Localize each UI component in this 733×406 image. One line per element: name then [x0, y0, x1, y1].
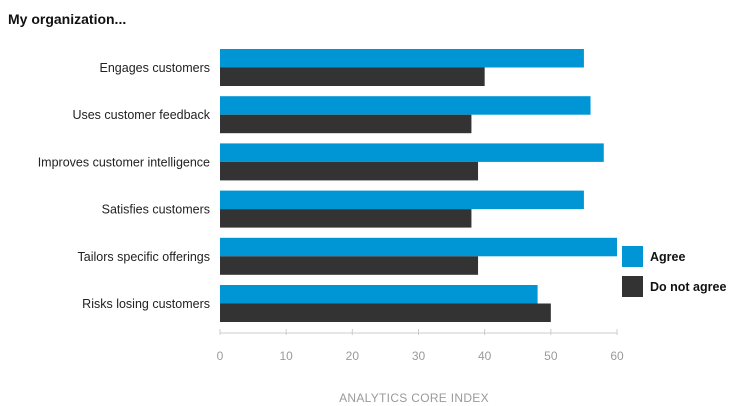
- bar-do-not-agree: [220, 67, 485, 86]
- bar-agree: [220, 96, 591, 115]
- bar-do-not-agree: [220, 209, 472, 228]
- category-label: Improves customer intelligence: [38, 155, 210, 169]
- category-label: Uses customer feedback: [72, 108, 210, 122]
- bars-group: [220, 49, 617, 322]
- bar-do-not-agree: [220, 114, 472, 134]
- bar-agree: [220, 285, 538, 304]
- x-tick-label: 10: [279, 349, 293, 363]
- x-tick-label: 60: [610, 349, 624, 363]
- x-tick-label: 50: [544, 349, 558, 363]
- x-axis-ticks: 0 10 20 30 40 50 60: [217, 329, 624, 363]
- legend-swatch-agree: [622, 246, 643, 267]
- x-tick-label: 0: [217, 349, 224, 363]
- x-tick-label: 30: [412, 349, 426, 363]
- category-labels: Engages customers Uses customer feedback I…: [38, 61, 211, 311]
- bar-agree: [220, 143, 604, 162]
- chart-title: My organization...: [8, 11, 126, 27]
- bar-agree: [220, 49, 584, 68]
- category-label: Satisfies customers: [102, 203, 210, 217]
- bar-do-not-agree: [220, 256, 479, 275]
- legend: Agree Do not agree: [622, 246, 726, 297]
- bar-do-not-agree: [220, 303, 551, 322]
- category-label: Engages customers: [100, 61, 210, 75]
- x-axis-title: ANALYTICS CORE INDEX: [339, 391, 489, 405]
- bar-do-not-agree: [220, 161, 479, 181]
- legend-label-do-not-agree: Do not agree: [650, 280, 726, 294]
- category-label: Risks losing customers: [82, 297, 210, 311]
- legend-swatch-do-not-agree: [622, 276, 643, 297]
- x-tick-label: 40: [478, 349, 492, 363]
- category-label: Tailors specific offerings: [78, 250, 210, 264]
- bar-agree: [220, 237, 617, 257]
- legend-label-agree: Agree: [650, 250, 685, 264]
- x-tick-label: 20: [346, 349, 360, 363]
- bar-agree: [220, 190, 584, 210]
